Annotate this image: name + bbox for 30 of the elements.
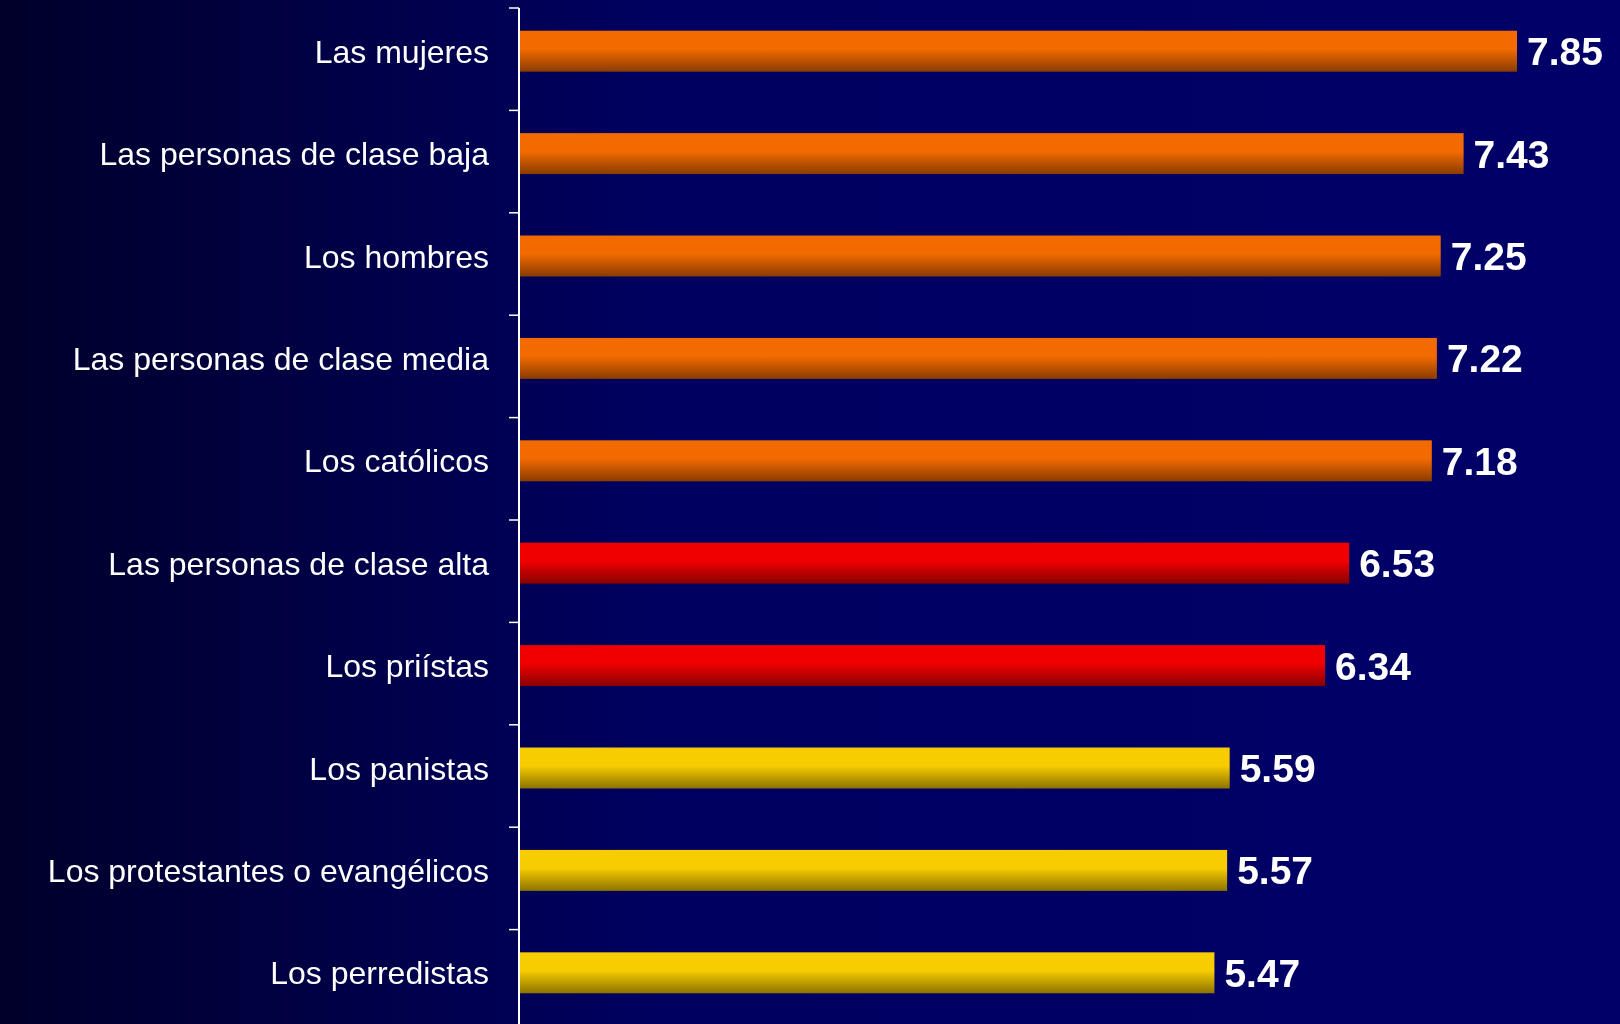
y-tick-label: Los hombres xyxy=(304,238,489,275)
data-label: 6.34 xyxy=(1335,644,1412,688)
y-tick-label: Los priístas xyxy=(325,648,489,685)
bar xyxy=(519,542,1350,584)
y-tick-label: Los católicos xyxy=(304,443,489,480)
data-label: 7.18 xyxy=(1441,439,1518,483)
data-label: 7.22 xyxy=(1446,337,1523,381)
y-tick-label: Las mujeres xyxy=(314,33,489,70)
data-label: 7.43 xyxy=(1473,132,1550,176)
bar xyxy=(519,747,1230,789)
data-label: 5.59 xyxy=(1239,747,1316,791)
data-label: 6.53 xyxy=(1359,542,1436,586)
bar xyxy=(519,849,1228,891)
bar xyxy=(519,30,1517,72)
data-label: 7.85 xyxy=(1527,30,1603,74)
y-tick-label: Las personas de clase alta xyxy=(108,545,490,582)
data-label: 5.57 xyxy=(1237,849,1314,893)
bar xyxy=(519,952,1215,994)
bar xyxy=(519,235,1441,277)
bar xyxy=(519,133,1464,175)
bar xyxy=(519,337,1437,379)
bar xyxy=(519,645,1326,687)
data-label: 5.47 xyxy=(1224,951,1301,995)
data-label: 7.25 xyxy=(1450,235,1527,279)
y-tick-label: Las personas de clase media xyxy=(72,340,490,377)
y-tick-label: Las personas de clase baja xyxy=(99,136,490,173)
y-tick-label: Los perredistas xyxy=(270,955,489,992)
y-tick-label: Los protestantes o evangélicos xyxy=(47,852,489,889)
y-tick-label: Los panistas xyxy=(309,750,489,787)
bar xyxy=(519,440,1432,482)
